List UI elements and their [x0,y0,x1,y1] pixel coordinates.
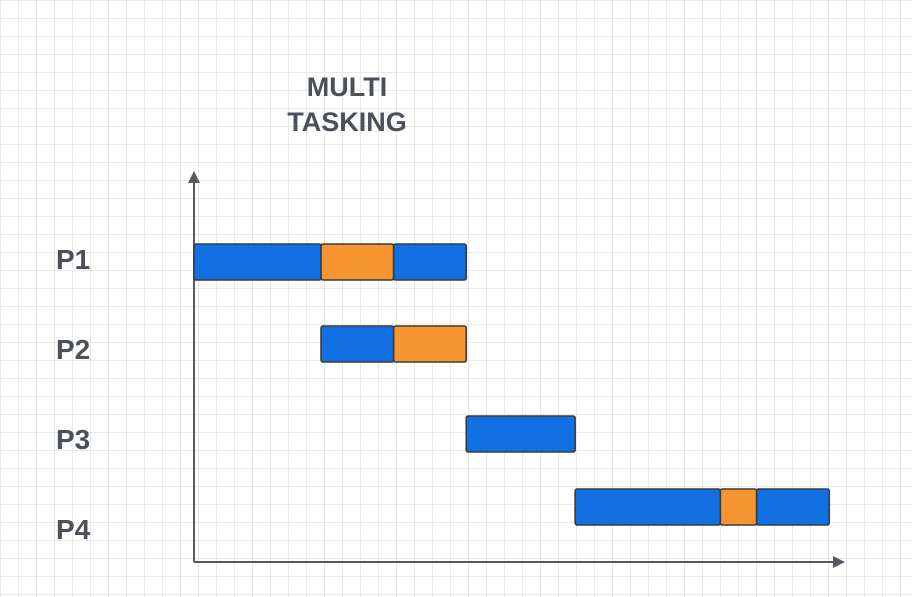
row-label-p3: P3 [56,424,91,455]
diagram-title: MULTI TASKING [287,72,407,137]
x-axis-arrow [833,556,845,568]
p4-segment-2-waiting [719,488,758,526]
p4-segment-3-running [755,488,831,526]
y-axis-arrow [188,171,200,183]
axes [188,171,845,568]
p2-segment-2-waiting [392,325,468,363]
row-label-p4: P4 [56,514,91,545]
row-label-p1: P1 [56,244,91,275]
p3-segment-1-running [465,415,576,453]
p2-segment-1-running [320,325,395,363]
task-bars [193,243,831,526]
p1-segment-2-waiting [320,243,395,281]
p4-segment-1-running [574,488,722,526]
p1-segment-1-running [193,243,322,281]
p1-segment-3-running [392,243,468,281]
row-label-p2: P2 [56,334,91,365]
